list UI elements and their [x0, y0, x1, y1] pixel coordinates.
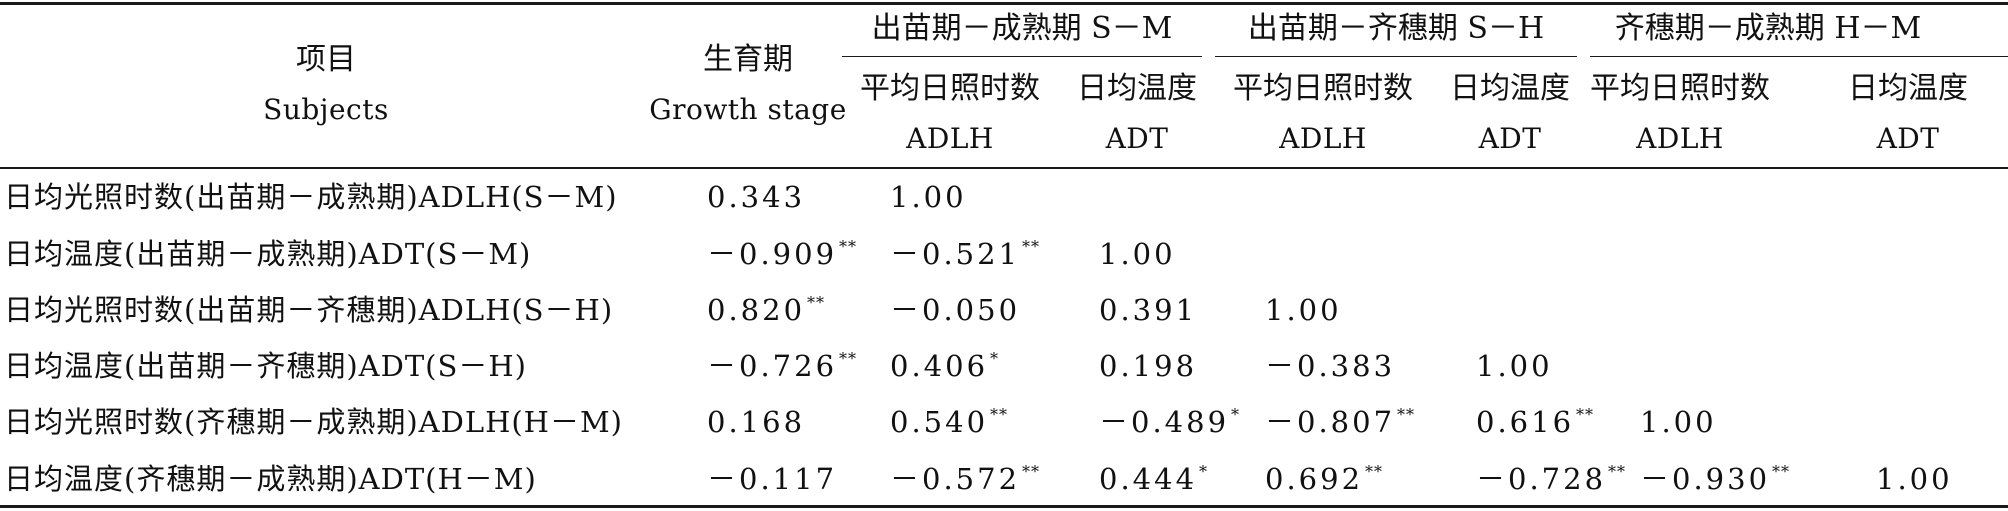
- subheader-cn-4: 日均温度: [1450, 71, 1570, 106]
- table-cell: 1.00: [1265, 296, 1342, 325]
- cell-value: 1.00: [1476, 349, 1553, 383]
- significance-mark: **: [990, 405, 1009, 424]
- cell-value: －0.726: [707, 349, 838, 383]
- table-cell: －0.050: [890, 296, 1020, 325]
- significance-mark: **: [1397, 405, 1416, 424]
- growth-stage-header-cn: 生育期: [703, 42, 793, 77]
- cell-value: 0.168: [707, 405, 806, 439]
- table-cell: 0.540 **: [890, 405, 1009, 439]
- cell-value: －0.909: [707, 237, 838, 271]
- subheader-cn-2: 日均温度: [1077, 71, 1197, 106]
- group-underline-sm: [842, 56, 1202, 57]
- significance-mark: **: [1022, 462, 1041, 481]
- significance-mark: **: [1772, 462, 1791, 481]
- subheader-en-1: ADLH: [906, 122, 994, 155]
- group-header-sm: 出苗期－成熟期 S－M: [871, 11, 1173, 46]
- subheader-cn-1: 平均日照时数: [860, 71, 1040, 106]
- table-cell: －0.807 **: [1265, 405, 1416, 439]
- cell-value: －0.489: [1099, 405, 1230, 439]
- cell-value: 0.616: [1476, 405, 1575, 439]
- bottom-rule: [0, 505, 2008, 508]
- cell-value: 0.343: [707, 180, 806, 214]
- significance-mark: **: [807, 293, 826, 312]
- table-cell: 0.343: [707, 183, 805, 212]
- top-rule: [0, 2, 2008, 5]
- table-cell: －0.909 **: [707, 237, 858, 271]
- significance-mark: **: [1608, 462, 1627, 481]
- cell-value: 0.540: [890, 405, 989, 439]
- cell-value: 0.444: [1099, 462, 1198, 496]
- cell-value: －0.572: [890, 462, 1021, 496]
- row-label: 日均光照时数(齐穗期－成熟期)ADLH(H－M): [4, 405, 623, 439]
- table-cell: 0.406 *: [890, 349, 1000, 383]
- cell-value: －0.521: [890, 237, 1021, 271]
- cell-value: 1.00: [1099, 237, 1176, 271]
- significance-mark: **: [1576, 405, 1595, 424]
- cell-value: 0.692: [1265, 462, 1364, 496]
- significance-mark: *: [1199, 462, 1209, 481]
- table-cell: －0.728 **: [1476, 462, 1627, 496]
- table-cell: －0.726 **: [707, 349, 858, 383]
- table-cell: 0.820 **: [707, 293, 826, 327]
- significance-mark: **: [839, 349, 858, 368]
- row-label: 日均温度(齐穗期－成熟期)ADT(H－M): [4, 462, 537, 496]
- table-cell: 0.444 *: [1099, 462, 1209, 496]
- group-header-hm: 齐穗期－成熟期 H－M: [1614, 11, 1922, 46]
- cell-value: －0.050: [890, 293, 1021, 327]
- table-cell: 1.00: [890, 183, 967, 212]
- subheader-en-4: ADT: [1478, 122, 1542, 155]
- table-cell: －0.117: [707, 465, 837, 494]
- cell-value: 1.00: [1640, 405, 1717, 439]
- significance-mark: *: [990, 349, 1000, 368]
- table-cell: 0.198: [1099, 352, 1197, 381]
- cell-value: 1.00: [1876, 462, 1953, 496]
- table-cell: －0.521 **: [890, 237, 1041, 271]
- table-cell: －0.383: [1265, 352, 1395, 381]
- row-label: 日均温度(出苗期－齐穗期)ADT(S－H): [4, 349, 527, 383]
- subheader-cn-5: 平均日照时数: [1590, 71, 1770, 106]
- header-rule: [0, 167, 2008, 169]
- table-cell: －0.930 **: [1640, 462, 1791, 496]
- table-cell: 0.692 **: [1265, 462, 1384, 496]
- group-underline-sh: [1215, 56, 1577, 57]
- table-cell: 0.168: [707, 408, 805, 437]
- table-cell: 0.391: [1099, 296, 1197, 325]
- group-header-sh: 出苗期－齐穗期 S－H: [1247, 11, 1545, 46]
- table-cell: 1.00: [1640, 408, 1717, 437]
- subheader-en-5: ADLH: [1636, 122, 1724, 155]
- table-cell: －0.572 **: [890, 462, 1041, 496]
- group-underline-hm: [1590, 56, 2008, 57]
- subheader-en-3: ADLH: [1279, 122, 1367, 155]
- table-cell: －0.489 *: [1099, 405, 1241, 439]
- subheader-en-2: ADT: [1105, 122, 1169, 155]
- cell-value: 1.00: [890, 180, 967, 214]
- significance-mark: **: [839, 237, 858, 256]
- cell-value: 0.406: [890, 349, 989, 383]
- cell-value: 1.00: [1265, 293, 1342, 327]
- table-cell: 1.00: [1099, 240, 1176, 269]
- significance-mark: *: [1231, 405, 1241, 424]
- row-label: 日均光照时数(出苗期－齐穗期)ADLH(S－H): [4, 293, 614, 327]
- cell-value: －0.807: [1265, 405, 1396, 439]
- significance-mark: **: [1022, 237, 1041, 256]
- cell-value: －0.383: [1265, 349, 1396, 383]
- subheader-en-6: ADT: [1876, 122, 1940, 155]
- table-cell: 1.00: [1876, 465, 1953, 494]
- subjects-header-cn: 项目: [296, 42, 356, 77]
- table-cell: 1.00: [1476, 352, 1553, 381]
- cell-value: 0.198: [1099, 349, 1198, 383]
- table-cell: 0.616 **: [1476, 405, 1595, 439]
- subjects-header-en: Subjects: [263, 93, 389, 126]
- subheader-cn-6: 日均温度: [1848, 71, 1968, 106]
- subheader-cn-3: 平均日照时数: [1233, 71, 1413, 106]
- growth-stage-header-en: Growth stage: [649, 93, 847, 126]
- cell-value: －0.728: [1476, 462, 1607, 496]
- row-label: 日均光照时数(出苗期－成熟期)ADLH(S－M): [4, 180, 618, 214]
- significance-mark: **: [1365, 462, 1384, 481]
- cell-value: 0.820: [707, 293, 806, 327]
- cell-value: －0.930: [1640, 462, 1771, 496]
- cell-value: －0.117: [707, 462, 838, 496]
- row-label: 日均温度(出苗期－成熟期)ADT(S－M): [4, 237, 532, 271]
- cell-value: 0.391: [1099, 293, 1198, 327]
